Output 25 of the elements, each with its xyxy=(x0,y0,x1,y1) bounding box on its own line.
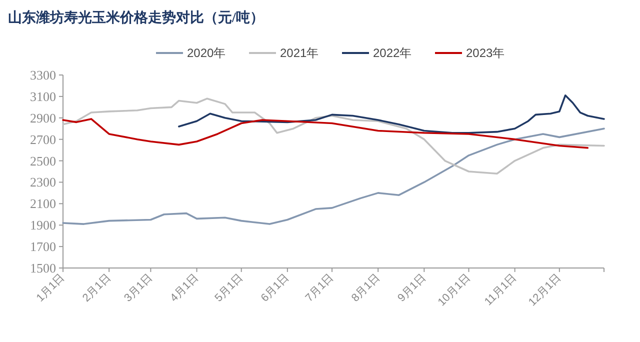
x-tick-label: 2月1日 xyxy=(80,272,114,304)
legend-label: 2023年 xyxy=(466,46,505,60)
x-tick-label: 11月1日 xyxy=(482,272,519,308)
x-tick-label: 3月1日 xyxy=(122,272,155,304)
y-tick-label: 1700 xyxy=(30,239,56,254)
y-tick-label: 2900 xyxy=(30,110,56,126)
y-tick-label: 2700 xyxy=(30,132,56,147)
x-tick-label: 8月1日 xyxy=(350,272,382,304)
x-tick-label: 5月1日 xyxy=(212,272,246,304)
x-tick-label: 6月1日 xyxy=(258,272,292,304)
legend-label: 2022年 xyxy=(373,46,412,60)
y-tick-label: 3100 xyxy=(30,88,56,104)
x-tick-label: 10月1日 xyxy=(436,272,473,309)
y-tick-label: 2100 xyxy=(30,196,56,212)
y-tick-label: 3300 xyxy=(30,68,56,82)
y-tick-label: 1900 xyxy=(30,218,56,233)
y-tick-label: 2500 xyxy=(30,153,56,168)
x-tick-label: 12月1日 xyxy=(526,272,564,309)
chart-title: 山东潍坊寿光玉米价格走势对比（元/吨） xyxy=(8,9,264,26)
x-tick-label: 7月1日 xyxy=(303,272,336,304)
legend-label: 2021年 xyxy=(280,46,319,60)
legend-label: 2020年 xyxy=(187,46,226,60)
y-tick-label: 2300 xyxy=(30,174,56,190)
x-tick-label: 9月1日 xyxy=(396,272,428,304)
x-tick-label: 4月1日 xyxy=(168,272,201,304)
